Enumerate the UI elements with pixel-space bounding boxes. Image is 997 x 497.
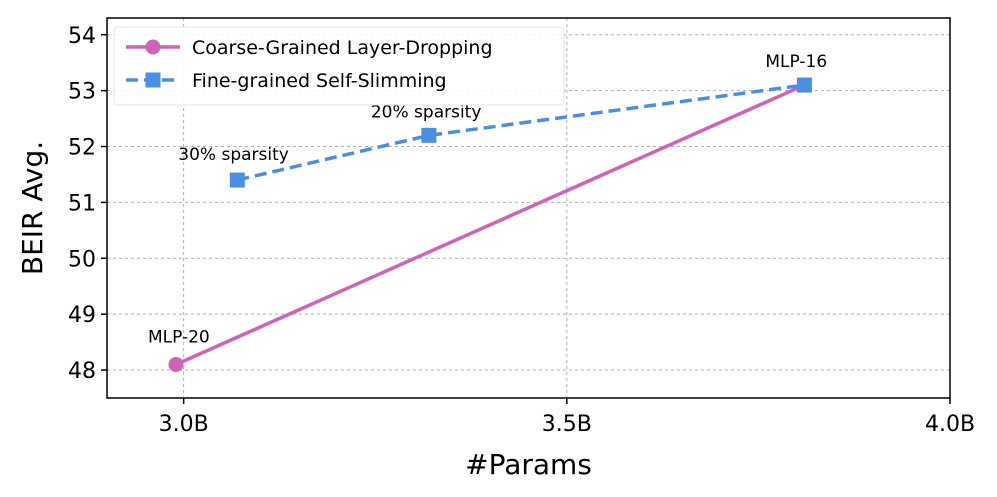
legend-label: Coarse-Grained Layer-Dropping (192, 37, 493, 59)
series (168, 77, 812, 372)
series-line (236, 83, 805, 182)
y-tick-label: 54 (68, 24, 96, 49)
annotation-label: 30% sparsity (178, 145, 289, 165)
y-tick-label: 51 (68, 191, 96, 216)
y-axis-title: BEIR Avg. (16, 141, 49, 275)
series-line (175, 83, 806, 367)
series-coarse-grained-layer-dropping (168, 77, 812, 372)
data-point (168, 356, 184, 372)
data-point (796, 77, 812, 93)
x-tick-label: 4.0B (925, 412, 975, 437)
annotation-label: 20% sparsity (371, 102, 482, 122)
legend: Coarse-Grained Layer-Dropping Fine-graine… (113, 26, 565, 106)
y-tick-label: 48 (68, 359, 96, 384)
y-tick-label: 53 (68, 80, 96, 105)
annotation-label: MLP-20 (148, 327, 210, 347)
y-tick-label: 49 (68, 303, 96, 328)
legend-swatch-marker (145, 39, 161, 55)
legend-box (113, 26, 565, 106)
legend-swatch-marker (145, 72, 161, 88)
data-point (421, 127, 437, 143)
data-point (229, 172, 245, 188)
x-axis-title: #Params (465, 448, 592, 481)
legend-label: Fine-grained Self-Slimming (192, 70, 447, 92)
annotation-label: MLP-16 (765, 52, 827, 72)
y-tick-label: 52 (68, 136, 96, 161)
y-axis-ticks: 48 49 50 51 52 53 54 (68, 24, 107, 384)
x-tick-label: 3.5B (542, 412, 592, 437)
x-tick-label: 3.0B (159, 412, 209, 437)
annotations: MLP-20 30% sparsity 20% sparsity MLP-16 (148, 52, 827, 347)
plot-frame (106, 17, 951, 399)
series-fine-grained-self-slimming (229, 77, 812, 188)
y-tick-label: 50 (68, 247, 96, 272)
x-axis-ticks: 3.0B 3.5B 4.0B (159, 398, 975, 437)
